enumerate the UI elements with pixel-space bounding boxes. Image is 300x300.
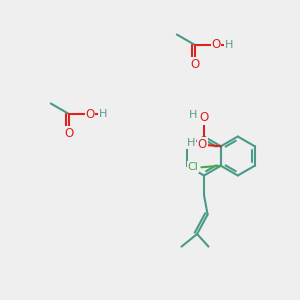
Text: H: H: [188, 110, 197, 121]
Text: O: O: [64, 127, 74, 140]
Text: H: H: [187, 138, 195, 148]
Text: O: O: [198, 138, 207, 151]
Text: H: H: [98, 109, 107, 119]
Text: H: H: [224, 40, 233, 50]
Text: O: O: [212, 38, 220, 52]
Text: O: O: [85, 107, 94, 121]
Text: Cl: Cl: [188, 162, 198, 172]
Text: O: O: [200, 111, 208, 124]
Text: O: O: [190, 58, 200, 71]
